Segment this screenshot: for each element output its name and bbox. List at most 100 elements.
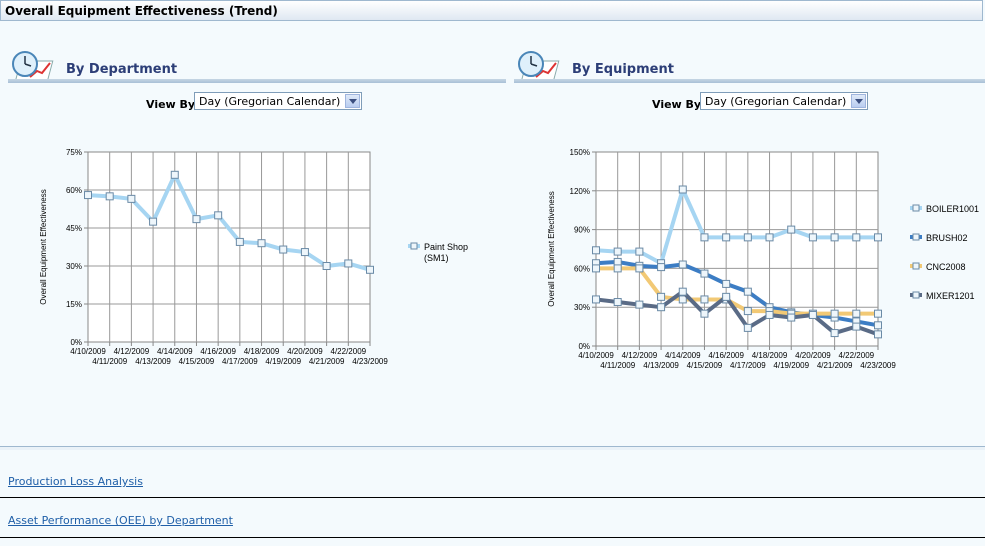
- chevron-down-icon[interactable]: [851, 94, 866, 108]
- data-point: [808, 310, 817, 319]
- x-tick-label: 4/11/2009: [92, 357, 128, 366]
- data-point: [592, 264, 600, 273]
- data-point: [235, 237, 244, 246]
- data-point: [635, 300, 644, 309]
- data-point: [678, 287, 687, 296]
- y-tick-label: 90%: [574, 226, 590, 235]
- data-point: [700, 233, 709, 242]
- y-tick-label: 15%: [66, 300, 82, 309]
- oee-department-chart: 0% 15% 30% 45% 60% 75% 4/10/20094/11/20094/12/…: [39, 148, 468, 366]
- x-tick-label: 4/23/2009: [860, 361, 896, 370]
- x-tick-label: 4/15/2009: [179, 357, 215, 366]
- legend-marker: [912, 262, 920, 270]
- x-tick-label: 4/15/2009: [687, 361, 723, 370]
- view-by-select-department[interactable]: Day (Gregorian Calendar): [194, 92, 362, 110]
- data-point: [592, 246, 600, 255]
- data-point: [743, 233, 752, 242]
- view-by-label: View By: [146, 98, 196, 111]
- x-tick-label: 4/17/2009: [222, 357, 258, 366]
- window-titlebar: Overall Equipment Effectiveness (Trend): [0, 0, 983, 21]
- data-point: [300, 248, 309, 257]
- legend-label-line: (SM1): [424, 253, 449, 263]
- x-tick-label: 4/19/2009: [265, 357, 301, 366]
- data-point: [657, 303, 666, 312]
- y-tick-label: 0%: [70, 338, 82, 347]
- data-point: [765, 233, 774, 242]
- data-point: [678, 260, 687, 269]
- y-tick-label: 30%: [66, 262, 82, 271]
- y-axis-label: Overall Equipment Effectiveness: [39, 189, 48, 304]
- production-loss-link[interactable]: Production Loss Analysis: [8, 475, 143, 488]
- link-separator: [0, 497, 985, 498]
- x-tick-label: 4/18/2009: [752, 351, 788, 360]
- x-tick-label: 4/17/2009: [730, 361, 766, 370]
- data-point: [787, 313, 796, 322]
- panel-header-equipment: By Equipment: [514, 49, 985, 109]
- data-point: [852, 322, 861, 331]
- data-point: [613, 298, 622, 307]
- legend-label: CNC2008: [926, 262, 966, 272]
- data-point: [808, 233, 817, 242]
- view-by-select-equipment[interactable]: Day (Gregorian Calendar): [700, 92, 868, 110]
- clock-chart-icon: [12, 51, 54, 82]
- x-tick-label: 4/22/2009: [839, 351, 875, 360]
- x-tick-label: 4/21/2009: [817, 361, 853, 370]
- data-point: [613, 247, 622, 256]
- data-point: [613, 257, 622, 266]
- data-point: [700, 269, 709, 278]
- window-title: Overall Equipment Effectiveness (Trend): [5, 4, 278, 18]
- asset-performance-link[interactable]: Asset Performance (OEE) by Department: [8, 514, 233, 527]
- data-point: [743, 323, 752, 332]
- x-tick-label: 4/13/2009: [643, 361, 679, 370]
- data-point: [743, 307, 752, 316]
- x-tick-label: 4/14/2009: [157, 347, 193, 356]
- y-tick-label: 60%: [66, 186, 82, 195]
- x-tick-label: 4/20/2009: [795, 351, 831, 360]
- panel-rule: [514, 79, 985, 83]
- legend-label: BRUSH02: [926, 233, 968, 243]
- chevron-down-icon[interactable]: [345, 94, 360, 108]
- y-tick-label: 120%: [570, 187, 590, 196]
- legend-marker: [912, 204, 920, 212]
- data-point: [678, 295, 687, 304]
- panel-rule: [8, 79, 506, 83]
- data-point: [366, 265, 374, 274]
- panel-title-equipment: By Equipment: [572, 62, 674, 77]
- data-point: [657, 263, 666, 272]
- x-tick-label: 4/14/2009: [665, 351, 701, 360]
- data-point: [84, 191, 92, 200]
- data-point: [170, 170, 179, 179]
- clock-chart-icon: [518, 51, 560, 82]
- data-point: [322, 262, 331, 270]
- data-point: [592, 295, 600, 304]
- data-point: [635, 247, 644, 256]
- x-tick-label: 4/12/2009: [622, 351, 658, 360]
- data-point: [214, 211, 223, 220]
- x-tick-label: 4/16/2009: [708, 351, 744, 360]
- x-tick-label: 4/21/2009: [309, 357, 345, 366]
- view-by-select-value: Day (Gregorian Calendar): [705, 95, 847, 108]
- data-point: [743, 287, 752, 296]
- data-point: [257, 239, 266, 248]
- data-point: [192, 215, 201, 224]
- x-tick-label: 4/12/2009: [114, 347, 150, 356]
- data-point: [874, 309, 882, 318]
- legend-label: MIXER1201: [926, 291, 975, 301]
- data-point: [852, 309, 861, 318]
- legend-marker: [912, 291, 920, 299]
- legend-marker: [912, 233, 920, 241]
- x-tick-label: 4/11/2009: [600, 361, 636, 370]
- panel-title-department: By Department: [66, 62, 178, 77]
- x-tick-label: 4/10/2009: [578, 351, 614, 360]
- x-tick-label: 4/13/2009: [135, 357, 171, 366]
- data-point: [787, 225, 796, 234]
- panel-header-department: By Department: [8, 49, 506, 109]
- legend-label-line: Paint Shop: [424, 242, 468, 252]
- plot-area: [87, 151, 371, 343]
- data-point: [700, 295, 709, 304]
- data-point: [874, 330, 882, 339]
- y-tick-label: 30%: [574, 303, 590, 312]
- data-point: [765, 310, 774, 319]
- data-point: [105, 192, 114, 201]
- data-point: [700, 309, 709, 318]
